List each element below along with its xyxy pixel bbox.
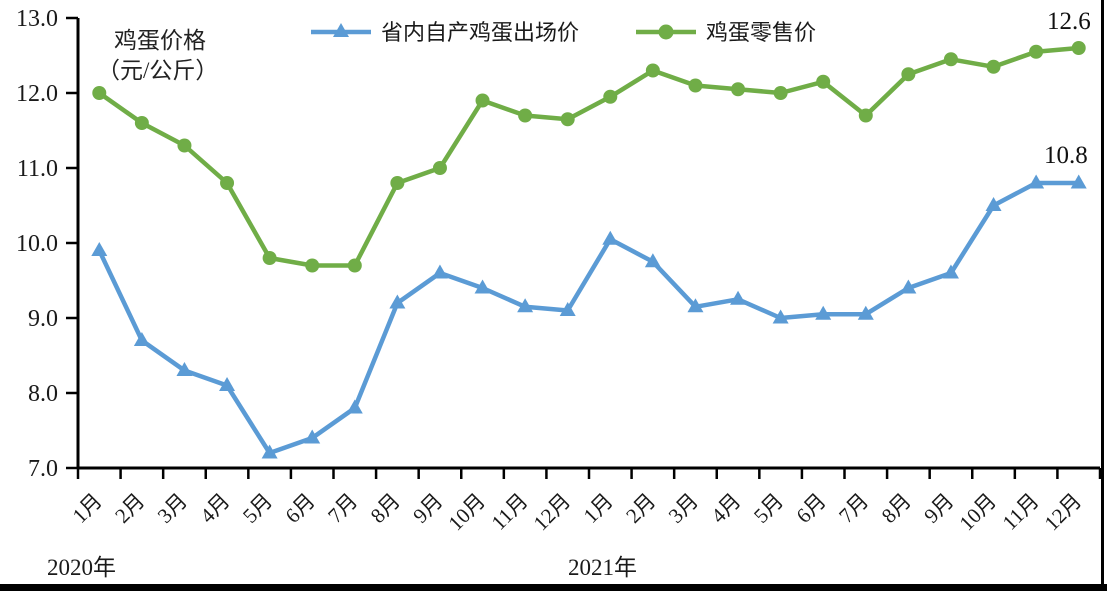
legend-label-farm-price: 省内自产鸡蛋出场价 [381, 20, 580, 45]
data-point-marker [901, 67, 916, 82]
y-tick-label: 9.0 [28, 306, 58, 332]
data-point-marker [91, 242, 108, 256]
data-point-marker [645, 63, 660, 78]
x-tick-label: 4月 [195, 489, 234, 528]
data-point-marker [560, 112, 575, 127]
data-point-marker [857, 305, 874, 320]
data-point-marker [644, 253, 661, 268]
x-tick-label: 8月 [366, 489, 405, 528]
data-point-marker [220, 176, 235, 190]
x-tick-label: 3月 [664, 489, 703, 528]
data-point-marker [858, 108, 873, 123]
x-tick-label: 10月 [954, 489, 1001, 536]
x-tick-label: 9月 [919, 489, 958, 528]
x-tick-label: 11月 [487, 489, 533, 535]
data-point-marker [92, 86, 107, 100]
x-tick-label: 7月 [834, 489, 873, 528]
page-right-border [1101, 0, 1104, 591]
x-tick-label: 12月 [529, 489, 576, 536]
x-tick-label: 5月 [749, 489, 788, 528]
data-point-marker [688, 78, 703, 93]
data-point-marker [730, 290, 747, 305]
data-point-marker [1070, 174, 1087, 189]
data-point-marker [431, 264, 448, 279]
data-point-marker [176, 362, 193, 376]
data-point-marker [347, 258, 362, 273]
legend-label-retail-price: 鸡蛋零售价 [706, 20, 817, 45]
retail-price-end-value: 12.6 [1047, 8, 1091, 35]
data-point-marker [816, 74, 831, 89]
data-point-marker [559, 302, 576, 316]
x-tick-label: 9月 [408, 489, 447, 528]
data-point-marker [943, 52, 958, 67]
year-label-2021: 2021年 [568, 555, 637, 580]
farm-price-line [97, 180, 1081, 456]
y-tick-label: 12.0 [16, 81, 58, 107]
data-point-marker [1071, 41, 1086, 55]
page-bottom-rule [0, 584, 1107, 591]
data-point-marker [432, 161, 447, 175]
data-point-marker [475, 93, 490, 108]
x-tick-label: 7月 [323, 489, 362, 528]
x-tick-label: 6月 [280, 489, 319, 528]
data-point-marker [900, 279, 917, 294]
data-point-marker [474, 279, 491, 294]
chart-title-line2: （元/公斤） [97, 58, 219, 83]
y-tick-label: 8.0 [28, 381, 58, 407]
data-point-marker [942, 264, 959, 279]
data-point-marker [134, 116, 149, 130]
data-point-marker [1029, 44, 1044, 59]
y-tick-label: 11.0 [17, 156, 58, 182]
x-tick-label: 12月 [1040, 489, 1087, 536]
data-point-marker [219, 377, 236, 391]
x-tick-label: 11月 [998, 489, 1044, 535]
data-point-marker [731, 82, 746, 97]
data-point-marker [518, 108, 533, 123]
x-tick-label: 5月 [238, 489, 277, 528]
data-point-marker [772, 309, 789, 324]
data-point-marker [390, 176, 405, 190]
x-tick-label: 6月 [791, 489, 830, 528]
x-tick-label: 3月 [153, 489, 192, 528]
data-point-marker [346, 399, 363, 414]
legend-item-farm-price: 省内自产鸡蛋出场价 [310, 18, 580, 45]
x-tick-label: 4月 [706, 489, 745, 528]
chart-title: 鸡蛋价格 （元/公斤） [97, 26, 218, 86]
x-tick-label: 2月 [621, 489, 660, 528]
triangle-marker-icon [311, 23, 371, 37]
data-point-marker [517, 298, 534, 313]
data-point-marker [261, 444, 278, 459]
legend-item-retail-price: 鸡蛋零售价 [635, 18, 817, 45]
data-point-marker [1028, 174, 1045, 189]
circle-marker-icon [636, 24, 696, 40]
data-point-marker [177, 138, 192, 153]
data-point-marker [602, 230, 619, 245]
x-tick-label: 10月 [443, 489, 490, 536]
data-point-marker [687, 298, 704, 313]
y-tick-label: 13.0 [16, 6, 58, 32]
year-label-2020: 2020年 [47, 555, 116, 580]
y-tick-label: 10.0 [16, 231, 58, 257]
x-tick-label: 1月 [68, 489, 107, 528]
y-tick-label: 7.0 [28, 456, 58, 482]
data-point-marker [305, 258, 320, 273]
chart-title-line1: 鸡蛋价格 [114, 28, 206, 53]
x-tick-label: 2月 [110, 489, 149, 528]
x-tick-label: 1月 [579, 489, 618, 528]
data-point-marker [985, 197, 1002, 211]
data-point-marker [262, 251, 277, 265]
data-point-marker [389, 294, 406, 309]
data-point-marker [815, 305, 832, 320]
data-point-marker [304, 429, 321, 444]
x-tick-label: 8月 [877, 489, 916, 528]
data-point-marker [603, 89, 618, 104]
retail-price-line [97, 45, 1081, 268]
data-point-marker [773, 86, 788, 100]
data-point-marker [133, 332, 150, 346]
data-point-marker [986, 59, 1001, 74]
farm-price-end-value: 10.8 [1044, 142, 1088, 169]
